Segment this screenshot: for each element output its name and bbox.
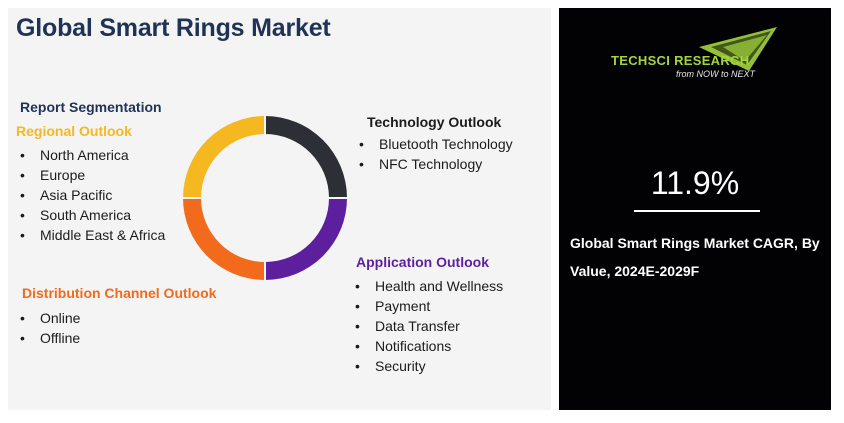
cagr-caption: Global Smart Rings Market CAGR, By Value… <box>570 235 820 279</box>
donut-segment-regional <box>183 116 265 198</box>
application-outlook-title: Application Outlook <box>356 254 489 270</box>
technology-outlook-list: Bluetooth Technology NFC Technology <box>357 134 513 174</box>
cagr-value: 11.9% <box>650 165 740 201</box>
segmentation-donut <box>180 113 350 283</box>
distribution-outlook-list: Online Offline <box>18 308 80 348</box>
cagr-panel <box>559 8 831 410</box>
list-item: Data Transfer <box>353 316 503 336</box>
logo-tagline: from NOW to NEXT <box>676 69 756 79</box>
list-item: Europe <box>18 165 165 185</box>
logo-name: TECHSCI RESEARCH <box>611 53 750 68</box>
list-item: South America <box>18 205 165 225</box>
list-item: Asia Pacific <box>18 185 165 205</box>
list-item: NFC Technology <box>357 154 513 174</box>
segmentation-title: Report Segmentation <box>20 99 162 115</box>
techsci-logo-icon <box>699 27 777 71</box>
technology-outlook-title: Technology Outlook <box>367 114 502 130</box>
regional-outlook-list: North America Europe Asia Pacific South … <box>18 145 165 245</box>
list-item: Notifications <box>353 336 503 356</box>
donut-segment-application <box>265 198 347 280</box>
cagr-divider <box>634 210 760 212</box>
list-item: Offline <box>18 328 80 348</box>
list-item: Bluetooth Technology <box>357 134 513 154</box>
distribution-outlook-title: Distribution Channel Outlook <box>22 285 217 301</box>
application-outlook-list: Health and Wellness Payment Data Transfe… <box>353 276 503 376</box>
donut-segment-distribution <box>183 198 265 280</box>
list-item: North America <box>18 145 165 165</box>
list-item: Middle East & Africa <box>18 225 165 245</box>
regional-outlook-title: Regional Outlook <box>16 123 132 139</box>
list-item: Security <box>353 356 503 376</box>
list-item: Online <box>18 308 80 328</box>
list-item: Payment <box>353 296 503 316</box>
page-title: Global Smart Rings Market <box>16 14 331 42</box>
donut-segment-technology <box>265 116 347 198</box>
list-item: Health and Wellness <box>353 276 503 296</box>
